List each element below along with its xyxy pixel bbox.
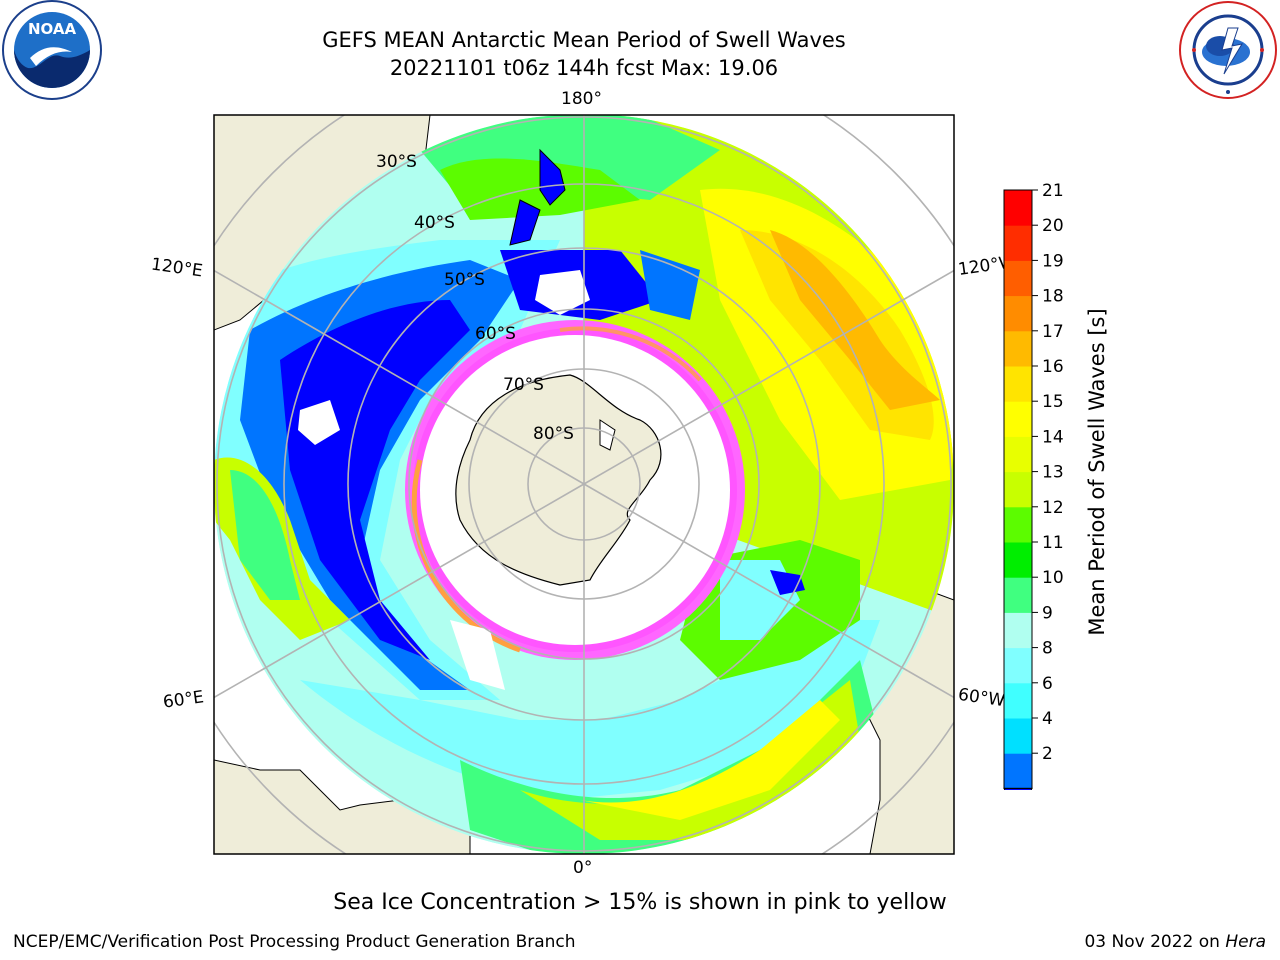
chart-subtitle: 20221101 t06z 144h fcst Max: 19.06	[389, 56, 779, 80]
colorbar-segment	[1004, 260, 1032, 297]
colorbar-segment	[1004, 753, 1032, 789]
colorbar-label: Mean Period of Swell Waves [s]	[1085, 308, 1109, 636]
colorbar-tick-label: 18	[1042, 287, 1064, 307]
colorbar-segment	[1004, 647, 1032, 684]
colorbar-segment	[1004, 401, 1032, 437]
colorbar-tick-label: 11	[1042, 533, 1064, 553]
colorbar-segment	[1004, 225, 1032, 261]
chart-title: GEFS MEAN Antarctic Mean Period of Swell…	[322, 28, 846, 52]
footer-date: 03 Nov 2022 on Hera	[1084, 932, 1266, 952]
colorbar-segment	[1004, 542, 1032, 578]
lon-label-bottom: 0°	[573, 858, 593, 878]
nws-logo	[1179, 1, 1277, 99]
colorbar-tick-label: 14	[1042, 427, 1064, 447]
colorbar-tick-label: 12	[1042, 498, 1064, 518]
noaa-logo-text: NOAA	[28, 20, 77, 38]
colorbar-tick-label: 20	[1042, 216, 1064, 236]
colorbar-tick-label: 2	[1042, 744, 1053, 764]
noaa-logo: NOAA	[2, 0, 102, 100]
colorbar: 21 20 19 18 17 16 15 14 13 12 11 10 9 8 6 4 2	[1003, 181, 1064, 790]
footer-branch: NCEP/EMC/Verification Post Processing Pr…	[13, 932, 576, 952]
colorbar-frame	[1003, 189, 1033, 789]
colorbar-tick-label: 16	[1042, 357, 1064, 377]
colorbar-segment	[1004, 577, 1032, 613]
colorbar-segment	[1004, 471, 1032, 508]
colorbar-segment	[1004, 612, 1032, 649]
map-frame	[213, 114, 955, 855]
colorbar-tick-label: 8	[1042, 639, 1053, 659]
colorbar-segment	[1004, 190, 1032, 226]
colorbar-tick-label: 13	[1042, 463, 1064, 483]
colorbar-tick-label: 19	[1042, 251, 1064, 271]
lat-label-70s: 70°S	[503, 375, 544, 395]
colorbar-segment	[1004, 366, 1032, 402]
colorbar-segment	[1004, 506, 1032, 543]
colorbar-tick-label: 9	[1042, 603, 1053, 623]
land-africa-south	[214, 759, 471, 854]
footer-machine: Hera	[1225, 932, 1266, 952]
lat-label-80s: 80°S	[533, 424, 574, 444]
colorbar-segment	[1004, 718, 1032, 754]
colorbar-tick-label: 15	[1042, 392, 1064, 412]
lon-label-top: 180°	[561, 89, 602, 109]
lat-label-40s: 40°S	[414, 213, 455, 233]
colorbar-segment	[1004, 436, 1032, 473]
colorbar-tick-label: 4	[1042, 709, 1053, 729]
colorbar-segment	[1004, 682, 1032, 719]
sea-ice-note: Sea Ice Concentration > 15% is shown in …	[333, 890, 947, 915]
land-new-zealand	[509, 148, 566, 246]
colorbar-segment	[1004, 330, 1032, 367]
colorbar-segment	[1004, 295, 1032, 332]
footer-date-text: 03 Nov 2022 on	[1084, 932, 1220, 952]
colorbar-tick-label: 17	[1042, 322, 1064, 342]
colorbar-tick-label: 10	[1042, 568, 1064, 588]
lat-label-30s: 30°S	[376, 152, 417, 172]
colorbar-tick-label: 21	[1042, 181, 1064, 201]
lat-label-60s: 60°S	[475, 324, 516, 344]
colorbar-tick-label: 6	[1042, 674, 1053, 694]
lat-label-50s: 50°S	[444, 270, 485, 290]
